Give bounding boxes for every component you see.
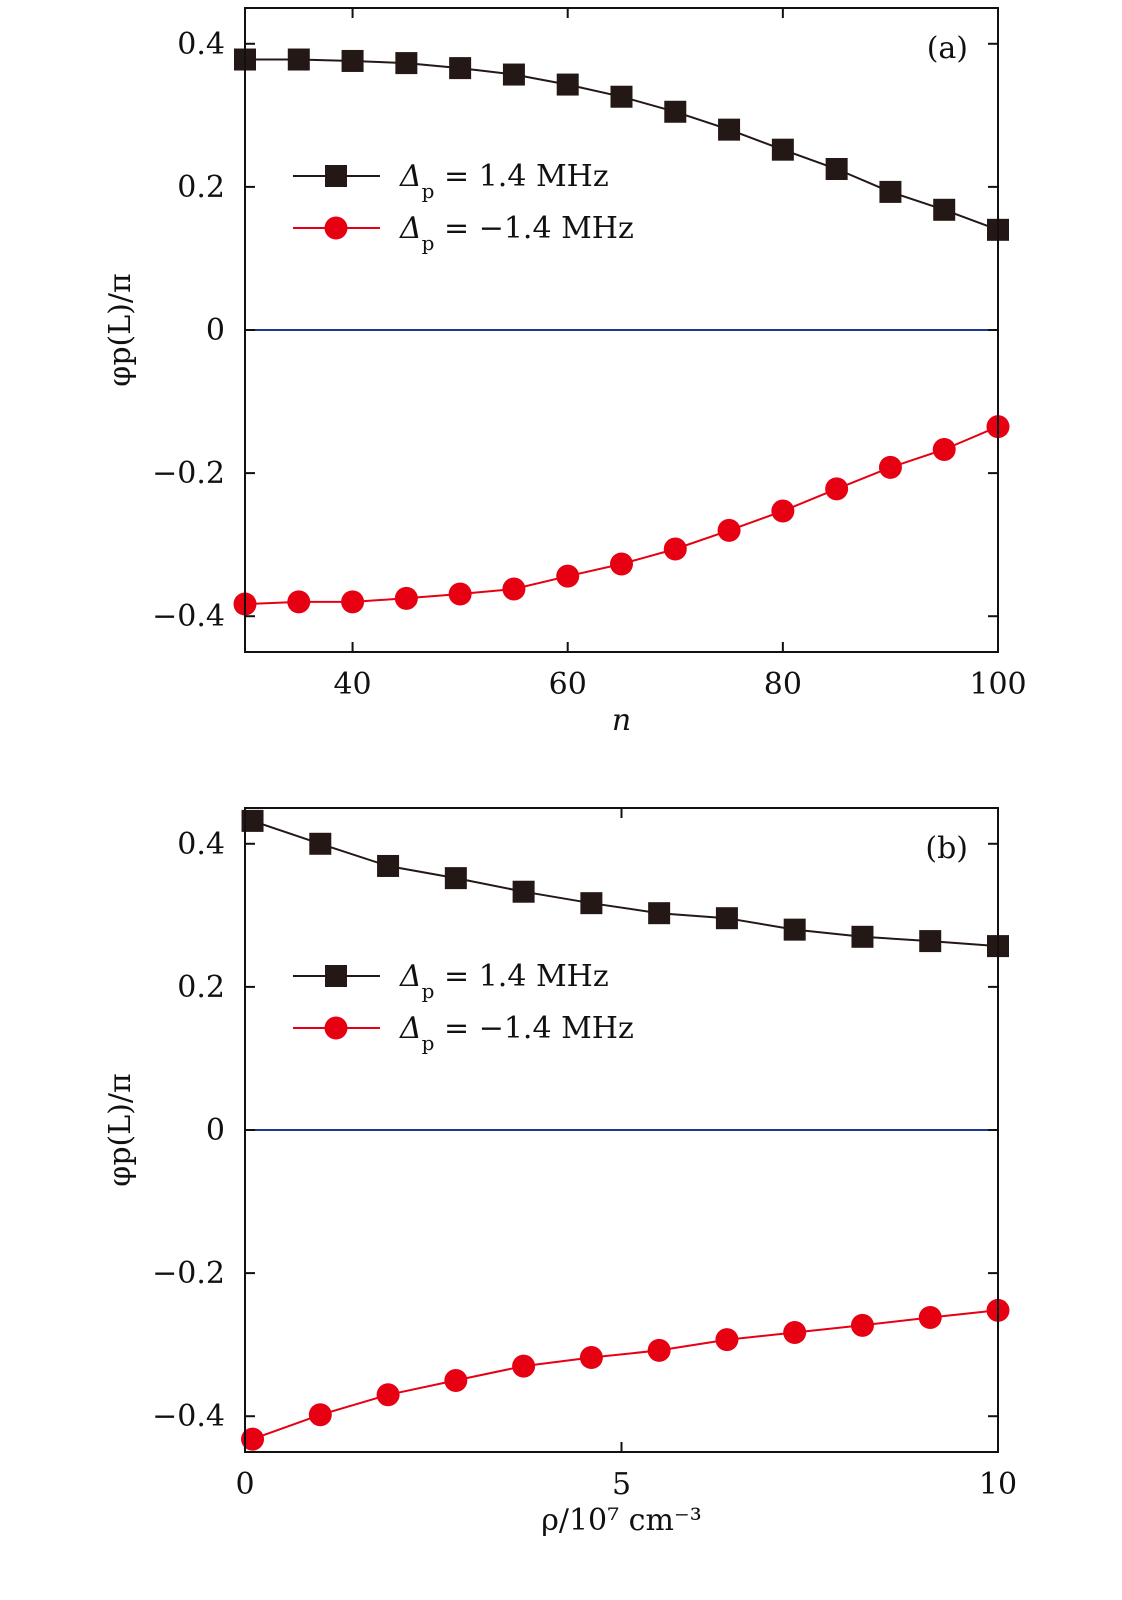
y-tick-label: −0.4 — [152, 1399, 225, 1434]
y-axis-title-text: φp(L)/π — [103, 1073, 138, 1186]
legend: Δp = 1.4 MHz Δp = −1.4 MHz — [293, 959, 634, 1055]
data-point-neg — [715, 1328, 739, 1352]
data-point-pos — [556, 73, 579, 96]
data-point-neg — [502, 577, 526, 601]
x-axis-title: ρ/10⁷ cm⁻³ — [541, 1503, 702, 1538]
y-tick-label: 0.4 — [177, 827, 225, 862]
legend-label-neg: Δp = −1.4 MHz — [399, 211, 634, 255]
data-point-neg — [717, 518, 741, 542]
data-point-pos — [512, 880, 535, 903]
data-point-neg — [308, 1403, 332, 1427]
data-point-pos — [933, 198, 956, 221]
x-axis-title: n — [612, 703, 631, 738]
x-tick-label: 10 — [979, 1467, 1017, 1502]
legend-marker-pos — [325, 165, 347, 187]
y-tick-label: 0.4 — [177, 27, 225, 62]
x-tick-label: 100 — [969, 667, 1026, 702]
data-point-neg — [556, 564, 580, 588]
data-point-neg — [287, 590, 311, 614]
legend-label-pos: Δp = 1.4 MHz — [399, 159, 609, 203]
data-point-neg — [610, 552, 633, 576]
panel-label: (b) — [925, 831, 968, 866]
series-line-pos — [245, 58, 999, 231]
data-point-pos — [444, 867, 467, 890]
y-tick-label: −0.4 — [152, 599, 225, 634]
data-point-neg — [376, 1383, 400, 1407]
data-point-pos — [241, 809, 264, 832]
x-tick-label: 60 — [549, 667, 587, 702]
data-point-neg — [932, 437, 956, 461]
y-axis-title: φp(L)/π — [103, 273, 138, 386]
data-point-pos — [395, 52, 418, 75]
series-line-neg — [244, 425, 999, 606]
data-point-neg — [512, 1354, 536, 1378]
legend-marker-pos — [325, 965, 347, 987]
data-point-neg — [783, 1321, 807, 1345]
series-line-neg — [252, 1309, 999, 1441]
data-point-pos — [825, 158, 848, 180]
data-point-pos — [919, 930, 942, 953]
data-point-neg — [444, 1368, 468, 1392]
panel-b: 0 5 10 0.4 0.2 0 −0.2 −0.4 (b) ρ/10⁷ cm⁻³ φp(L)/π Δ… — [103, 807, 1017, 1538]
data-point-pos — [851, 925, 874, 948]
data-point-pos — [502, 63, 525, 86]
y-tick-label: −0.2 — [152, 1256, 225, 1291]
data-point-neg — [850, 1313, 874, 1337]
y-tick-label: 0 — [206, 1113, 225, 1148]
data-point-neg — [647, 1338, 671, 1362]
data-point-pos — [879, 180, 902, 203]
panel-label: (a) — [927, 31, 968, 66]
series-line-pos — [252, 819, 999, 948]
legend-label-pos: Δp = 1.4 MHz — [399, 959, 609, 1003]
data-point-pos — [715, 907, 738, 930]
data-point-pos — [377, 854, 400, 877]
y-tick-label: 0 — [206, 313, 225, 348]
data-point-neg — [241, 1427, 265, 1451]
data-point-neg — [825, 477, 849, 501]
legend-label-neg: Δp = −1.4 MHz — [399, 1011, 634, 1055]
data-point-pos — [341, 49, 364, 72]
x-tick-label: 5 — [612, 1467, 631, 1502]
data-point-neg — [341, 590, 365, 614]
data-point-neg — [448, 582, 472, 606]
legend-marker-neg — [324, 216, 348, 240]
data-point-pos — [580, 892, 603, 915]
y-axis-title: φp(L)/π — [103, 1073, 138, 1186]
data-point-pos — [287, 48, 310, 71]
data-point-pos — [309, 832, 332, 855]
data-point-pos — [648, 902, 671, 925]
data-point-pos — [664, 100, 687, 123]
legend: Δp = 1.4 MHz Δp = −1.4 MHz — [293, 159, 634, 255]
data-point-neg — [918, 1305, 942, 1329]
x-tick-label: 0 — [235, 1467, 254, 1502]
data-point-neg — [394, 586, 418, 610]
data-point-neg — [878, 455, 902, 479]
y-axis-title-text: φp(L)/π — [103, 273, 138, 386]
y-tick-label: 0.2 — [177, 170, 225, 205]
legend-marker-neg — [324, 1016, 348, 1040]
data-point-pos — [449, 57, 472, 80]
data-point-neg — [771, 499, 795, 523]
data-point-pos — [771, 138, 794, 161]
data-point-neg — [663, 537, 687, 561]
x-tick-label: 80 — [764, 667, 802, 702]
data-point-neg — [579, 1346, 603, 1370]
y-tick-label: 0.2 — [177, 970, 225, 1005]
y-tick-label: −0.2 — [152, 456, 225, 491]
x-tick-label: 40 — [333, 667, 371, 702]
panel-a: 40 60 80 100 0.4 0.2 0 −0.2 −0.4 (a) n φp(L)/π Δp = … — [103, 7, 1027, 738]
data-point-pos — [610, 85, 633, 108]
data-point-pos — [783, 918, 806, 941]
data-point-pos — [718, 118, 741, 141]
